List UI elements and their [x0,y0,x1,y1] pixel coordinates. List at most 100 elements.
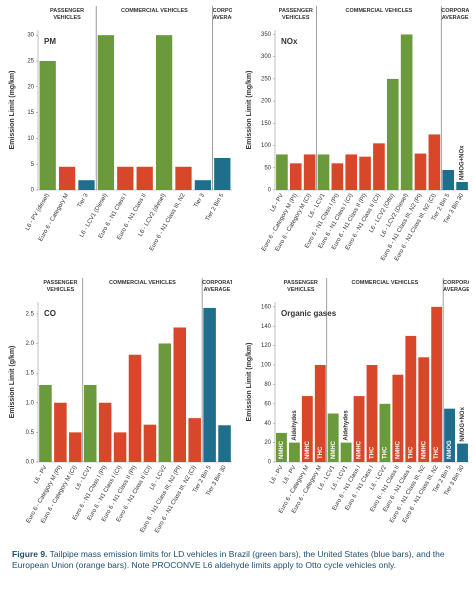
y-tick-label: 0.5 [26,430,35,436]
bar [317,154,330,190]
bar [400,34,413,190]
chart-label: NOx [281,37,298,46]
x-tick-label: Tier 3 [193,192,206,209]
bar [327,413,339,462]
bar [155,35,173,191]
group-header-box: PASSENGER VEHICLES [284,280,318,293]
y-tick-label: 15 [27,110,34,116]
bar-label: THC [434,446,440,459]
y-tick-label: 80 [264,382,271,388]
bar [58,166,76,190]
bar-label: THC [383,446,389,459]
chart-label: CO [44,309,56,318]
chart-label: Organic gases [281,309,337,318]
bar [128,354,142,462]
y-tick-label: 0 [268,188,272,194]
bar [288,442,300,462]
y-tick-label: 100 [261,363,272,369]
y-tick-label: 1.5 [26,371,35,377]
y-axis-label: Emission Limit (mg/km) [9,71,16,150]
bar [359,156,371,190]
bar [158,343,172,462]
y-tick-label: 200 [261,99,272,105]
bar-label: Aldehydes [344,410,350,441]
caption-text: Tailpipe mass emission limits for LD veh… [12,549,445,570]
y-axis-label: Emission Limit (mg/km) [246,71,253,150]
bar [379,403,391,462]
x-tick-label: Euro 6 - N1 Class III, N2 [149,192,187,252]
group-header-box: CORPORATE AVERAGE [441,8,469,21]
y-tick-label: 0 [31,188,35,194]
bar [353,396,365,462]
group-header: CORPORATE AVERAGE [202,280,232,293]
y-tick-label: 350 [261,32,272,38]
group-header: PASSENGER VEHICLES [50,8,85,21]
y-tick-label: 2.0 [26,341,35,347]
bar-label: NMHC [279,440,285,459]
group-header: CORPORATE AVERAGE [441,8,469,21]
y-tick-label: 20 [27,84,34,90]
bar [414,153,427,190]
bar [214,158,231,190]
bar-label: NMHC [395,440,401,459]
bar [444,408,456,462]
bar [456,182,468,190]
bar [98,402,112,462]
caption-label: Figure 9. [12,549,48,559]
bar [276,154,288,190]
bar [345,154,358,190]
bar [113,432,127,462]
bar-label: THC [318,446,324,459]
figure: 0 5 10 15 20 25 30 Emission Limit (mg/km) PM PASS… [9,6,469,534]
y-tick-label: 25 [27,59,34,65]
bar [136,166,153,190]
bar-label: THC [408,446,414,459]
bar [373,143,385,190]
y-tick-label: 30 [27,33,34,39]
group-header: CORPORATE AVERAGE [212,8,232,21]
y-tick-label: 100 [261,143,272,149]
group-header: PASSENGER VEHICLES [278,8,313,21]
group-header-box: COMMERCIAL VEHICLES [120,8,188,14]
group-header-box: COMMERCIAL VEHICLES [346,8,413,14]
x-tick-label: Tier 3 [77,192,90,209]
y-tick-label: 20 [264,440,271,446]
bar [175,166,192,190]
bar [442,170,455,190]
y-tick-label: 300 [261,54,272,60]
group-header: COMMERCIAL VEHICLES [351,280,419,286]
bar [418,357,430,462]
group-header-box: COMMERCIAL VEHICLES [109,280,176,286]
bar-label: NMHC [305,440,311,459]
bar [340,442,352,462]
y-tick-label: 10 [27,136,34,142]
bar-label: THC [370,446,376,459]
y-axis-label: Emission Limit (g/km) [9,346,16,419]
bar [405,335,417,462]
bar [117,166,134,190]
caption: Figure 9. Tailpipe mass emission limits … [12,549,462,571]
y-tick-label: 5 [31,162,35,168]
bar-label: NMHC [357,440,363,459]
group-header-box: PASSENGER VEHICLES [278,8,313,21]
bar [457,443,468,462]
group-header-box: PASSENGER VEHICLES [43,280,77,293]
bar-label: NMHC [421,440,427,459]
bar [366,365,378,462]
group-header-box: COMMERCIAL VEHICLES [351,280,419,286]
bar-label: NMOG [447,440,453,459]
bar [54,402,67,462]
bar [69,432,82,462]
x-tick-label: L6 - PV [33,465,48,485]
group-header-box: PASSENGER VEHICLES [50,8,85,21]
bar [97,35,115,191]
group-header-box: CORPORATE AVERAGE [202,280,232,293]
bar [276,432,287,462]
bar [218,425,231,462]
bar [39,60,56,190]
y-tick-label: 2.5 [26,311,35,317]
bar [314,365,326,462]
group-header: COMMERCIAL VEHICLES [120,8,188,14]
y-tick-label: 120 [261,343,272,349]
